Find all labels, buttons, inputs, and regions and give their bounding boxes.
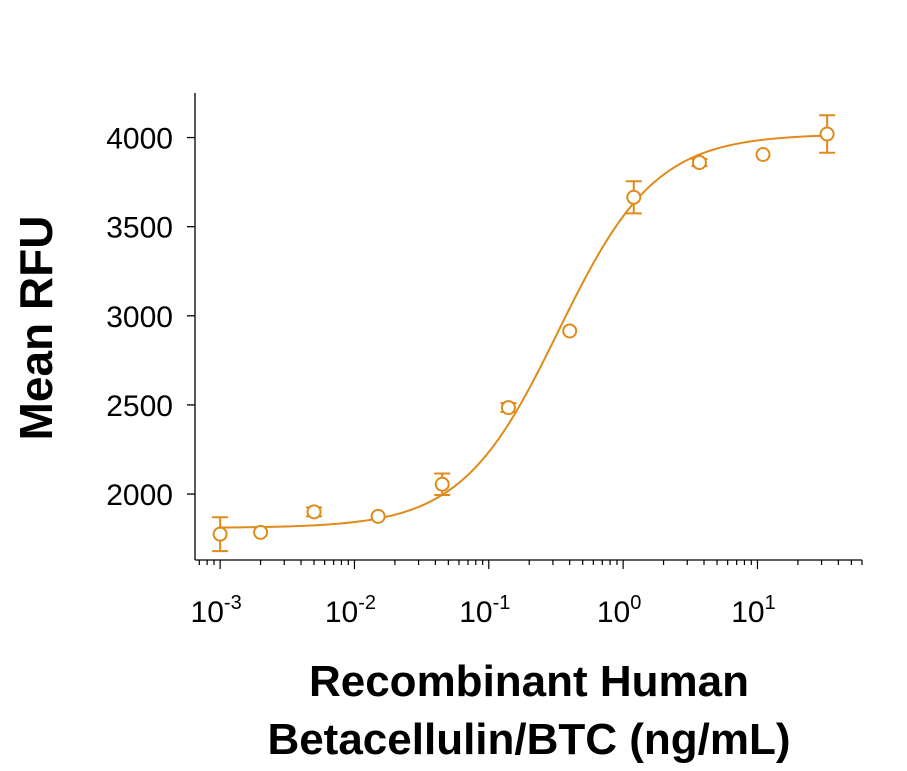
axes (194, 93, 862, 561)
data-point (370, 508, 386, 524)
data-point (212, 516, 229, 553)
x-axis-title-line2: Betacellulin/BTC (ng/mL) (267, 715, 790, 764)
data-point (691, 155, 708, 171)
point-marker (500, 400, 516, 416)
point-marker (434, 476, 450, 492)
point-marker (819, 126, 835, 142)
x-axis-title-line1: Recombinant Human (309, 657, 749, 706)
data-point (625, 180, 642, 215)
data-point (306, 504, 323, 520)
y-ticks: 2000 2500 3000 3500 4000 (106, 123, 195, 512)
point-marker (691, 155, 707, 171)
point-marker (755, 146, 771, 162)
y-tick-label: 4000 (106, 123, 173, 156)
x-tick-label: 10-2 (325, 592, 376, 629)
point-marker (562, 323, 578, 339)
data-point (500, 400, 517, 416)
x-tick-label: 101 (731, 592, 776, 629)
y-axis-title: Mean RFU (10, 216, 62, 441)
data-point (819, 114, 836, 154)
y-tick-label: 3500 (106, 212, 173, 245)
data-point (755, 146, 771, 162)
x-ticks: 10-3 10-2 10-1 100 101 (191, 560, 863, 629)
x-tick-label: 10-3 (191, 592, 242, 629)
y-tick-label: 2000 (106, 479, 173, 512)
point-marker (306, 504, 322, 520)
point-marker (626, 189, 642, 205)
data-point (562, 323, 578, 339)
data-points (212, 114, 836, 553)
point-marker (370, 508, 386, 524)
data-point (434, 472, 451, 496)
fit-curve (220, 134, 828, 529)
point-marker (212, 526, 228, 542)
y-tick-label: 3000 (106, 301, 173, 334)
point-marker (253, 524, 269, 540)
y-tick-label: 2500 (106, 390, 173, 423)
x-tick-label: 10-1 (459, 592, 510, 629)
data-point (253, 524, 269, 540)
x-tick-label: 100 (597, 592, 642, 629)
